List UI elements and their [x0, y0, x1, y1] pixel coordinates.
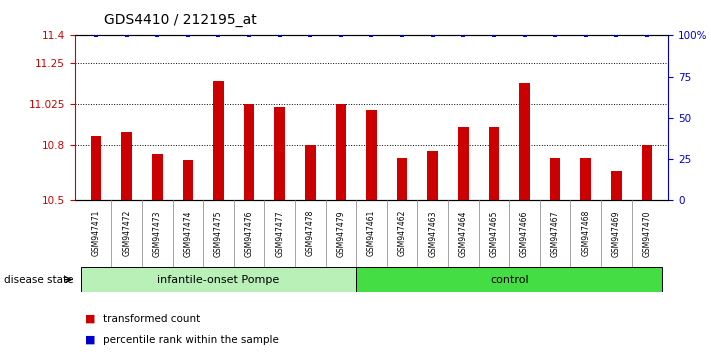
Point [611, 33, 622, 38]
Point [550, 33, 561, 38]
Point [580, 33, 592, 38]
Bar [152, 154, 163, 200]
Text: GSM947466: GSM947466 [520, 210, 529, 257]
Text: transformed count: transformed count [103, 314, 201, 324]
Text: GSM947478: GSM947478 [306, 210, 315, 257]
Point [121, 33, 132, 38]
Bar [122, 132, 132, 200]
Text: GSM947477: GSM947477 [275, 210, 284, 257]
Text: GSM947472: GSM947472 [122, 210, 131, 257]
Text: GSM947479: GSM947479 [336, 210, 346, 257]
Text: GSM947462: GSM947462 [397, 210, 407, 257]
Point [458, 33, 469, 38]
Bar [397, 158, 407, 200]
Point [365, 33, 377, 38]
Bar [580, 158, 591, 200]
Point [274, 33, 285, 38]
Point [182, 33, 193, 38]
Bar [213, 81, 224, 200]
Point [90, 33, 102, 38]
Point [151, 33, 163, 38]
Point [427, 33, 439, 38]
Text: GSM947463: GSM947463 [428, 210, 437, 257]
Text: ■: ■ [85, 314, 96, 324]
Text: GSM947476: GSM947476 [245, 210, 254, 257]
Bar [91, 136, 102, 200]
Point [335, 33, 346, 38]
Text: GSM947474: GSM947474 [183, 210, 193, 257]
Bar [550, 158, 560, 200]
Text: GSM947471: GSM947471 [92, 210, 100, 257]
Point [519, 33, 530, 38]
Bar [336, 104, 346, 200]
Bar [81, 267, 356, 292]
Text: GSM947468: GSM947468 [581, 210, 590, 257]
Text: GSM947461: GSM947461 [367, 210, 376, 257]
Bar [458, 127, 469, 200]
Bar [274, 107, 285, 200]
Text: GSM947465: GSM947465 [489, 210, 498, 257]
Text: GSM947464: GSM947464 [459, 210, 468, 257]
Text: GSM947473: GSM947473 [153, 210, 162, 257]
Text: disease state: disease state [4, 275, 73, 285]
Text: ■: ■ [85, 335, 96, 345]
Bar [519, 83, 530, 200]
Point [213, 33, 224, 38]
Point [641, 33, 653, 38]
Text: GDS4410 / 212195_at: GDS4410 / 212195_at [105, 13, 257, 27]
Text: percentile rank within the sample: percentile rank within the sample [103, 335, 279, 345]
Bar [488, 127, 499, 200]
Bar [641, 145, 652, 200]
Point [243, 33, 255, 38]
Text: GSM947475: GSM947475 [214, 210, 223, 257]
Text: GSM947467: GSM947467 [550, 210, 560, 257]
Point [397, 33, 408, 38]
Bar [366, 110, 377, 200]
Bar [611, 171, 621, 200]
Bar [356, 267, 662, 292]
Bar [244, 104, 255, 200]
Point [488, 33, 500, 38]
Bar [305, 145, 316, 200]
Bar [427, 151, 438, 200]
Text: GSM947470: GSM947470 [643, 210, 651, 257]
Text: control: control [490, 275, 528, 285]
Point [304, 33, 316, 38]
Bar [183, 160, 193, 200]
Text: GSM947469: GSM947469 [612, 210, 621, 257]
Text: infantile-onset Pompe: infantile-onset Pompe [157, 275, 279, 285]
